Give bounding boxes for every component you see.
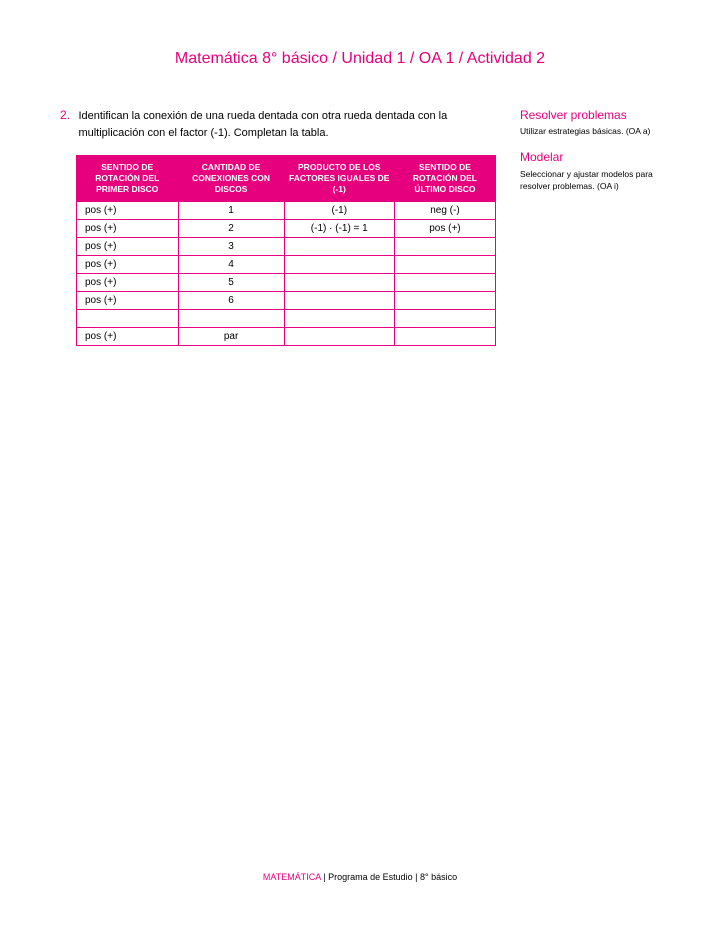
data-table: SENTIDO DE ROTACIÓN DEL PRIMER DISCO CAN… [76, 155, 496, 346]
activity-prompt: Identifican la conexión de una rueda den… [78, 108, 498, 141]
table-cell: par [178, 328, 284, 346]
table-cell [284, 256, 394, 274]
table-cell [394, 238, 495, 256]
table-cell [77, 310, 179, 328]
activity-number: 2. [60, 108, 74, 122]
table-row: pos (+) 2 (-1) · (-1) = 1 pos (+) [77, 220, 496, 238]
table-cell [284, 274, 394, 292]
table-row [77, 310, 496, 328]
table-cell: pos (+) [394, 220, 495, 238]
table-row: pos (+) 4 [77, 256, 496, 274]
table-cell: pos (+) [77, 256, 179, 274]
table-cell [284, 310, 394, 328]
table-cell: 5 [178, 274, 284, 292]
activity-block: 2. Identifican la conexión de una rueda … [60, 108, 500, 141]
table-cell [394, 292, 495, 310]
table-cell [394, 310, 495, 328]
table-cell: pos (+) [77, 274, 179, 292]
table-cell: (-1) [284, 202, 394, 220]
table-header: SENTIDO DE ROTACIÓN DEL ÚLTIMO DISCO [394, 156, 495, 202]
page-title: Matemática 8° básico / Unidad 1 / OA 1 /… [60, 50, 660, 68]
table-header-row: SENTIDO DE ROTACIÓN DEL PRIMER DISCO CAN… [77, 156, 496, 202]
table-cell: 3 [178, 238, 284, 256]
table-cell [284, 238, 394, 256]
table-cell [284, 292, 394, 310]
sidebar-text: Seleccionar y ajustar modelos para resol… [520, 169, 660, 193]
table-row: pos (+) 3 [77, 238, 496, 256]
table-cell [284, 328, 394, 346]
table-cell: pos (+) [77, 328, 179, 346]
table-row: pos (+) 6 [77, 292, 496, 310]
sidebar-heading: Modelar [520, 150, 660, 164]
main-column: 2. Identifican la conexión de una rueda … [60, 108, 500, 346]
sidebar-column: Resolver problemas Utilizar estrategias … [520, 108, 660, 346]
table-cell: 2 [178, 220, 284, 238]
table-cell: (-1) · (-1) = 1 [284, 220, 394, 238]
table-cell [394, 256, 495, 274]
footer-brand: MATEMÁTICA [263, 872, 321, 882]
footer-middle: Programa de Estudio [328, 872, 413, 882]
footer-sep: | [413, 872, 420, 882]
table-row: pos (+) 5 [77, 274, 496, 292]
table-header: CANTIDAD DE CONEXIONES CON DISCOS [178, 156, 284, 202]
table-cell: pos (+) [77, 292, 179, 310]
footer-sep: | [321, 872, 328, 882]
table-cell: pos (+) [77, 238, 179, 256]
table-header: PRODUCTO DE LOS FACTORES IGUALES DE (-1) [284, 156, 394, 202]
table-cell [394, 274, 495, 292]
sidebar-heading: Resolver problemas [520, 108, 660, 122]
table-cell: 6 [178, 292, 284, 310]
table-row: pos (+) 1 (-1) neg (-) [77, 202, 496, 220]
table-cell: 4 [178, 256, 284, 274]
footer: MATEMÁTICA | Programa de Estudio | 8° bá… [0, 872, 720, 882]
content-row: 2. Identifican la conexión de una rueda … [60, 108, 660, 346]
footer-grade: 8° básico [420, 872, 457, 882]
table-cell: neg (-) [394, 202, 495, 220]
table-cell [394, 328, 495, 346]
table-cell: pos (+) [77, 202, 179, 220]
table-row: pos (+) par [77, 328, 496, 346]
table-cell: 1 [178, 202, 284, 220]
table-header: SENTIDO DE ROTACIÓN DEL PRIMER DISCO [77, 156, 179, 202]
sidebar-text: Utilizar estrategias básicas. (OA a) [520, 126, 660, 138]
table-cell [178, 310, 284, 328]
table-cell: pos (+) [77, 220, 179, 238]
